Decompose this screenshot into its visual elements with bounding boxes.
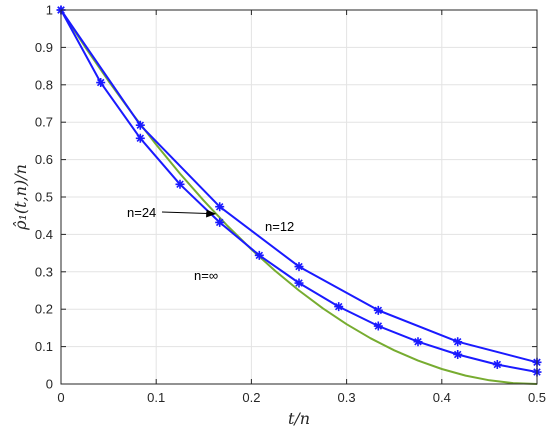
data-point-n-12 <box>373 305 383 315</box>
data-point-n-24 <box>413 337 423 347</box>
x-tick-label: 0.2 <box>242 390 260 405</box>
x-tick-label: 0.5 <box>528 390 546 405</box>
y-tick-label: 1 <box>46 3 53 18</box>
x-tick-label: 0 <box>57 390 64 405</box>
annotation-arrow <box>161 209 217 218</box>
annotation-n24: n=24 <box>127 205 156 220</box>
y-tick-label: 0.4 <box>35 227 53 242</box>
data-point-n-12 <box>135 120 145 130</box>
x-tick-label: 0.3 <box>338 390 356 405</box>
x-tick-label: 0.4 <box>433 390 451 405</box>
data-point-n-12 <box>294 262 304 272</box>
y-tick-label: 0.6 <box>35 152 53 167</box>
data-point-n-24 <box>96 78 106 88</box>
data-point-n-24 <box>373 321 383 331</box>
data-point-n-12 <box>453 337 463 347</box>
y-tick-label: 0.9 <box>35 40 53 55</box>
ticks: 0 0.1 0.2 0.3 0.4 0.5 0 0.1 0.2 0.3 0.4 0.5 0.6 0.7 0.… <box>35 3 546 406</box>
y-tick-label: 0.7 <box>35 115 53 130</box>
y-tick-label: 0.5 <box>35 190 53 205</box>
data-point-n-24 <box>254 250 264 260</box>
y-tick-label: 0.3 <box>35 264 53 279</box>
grid <box>60 9 538 385</box>
y-tick-label: 0.2 <box>35 302 53 317</box>
annotation-ninf: n=∞ <box>194 268 218 283</box>
series-line-n-24 <box>60 9 538 373</box>
data-point-n-24 <box>334 302 344 312</box>
y-tick-label: 0 <box>46 377 53 392</box>
y-tick-label: 0.8 <box>35 77 53 92</box>
x-axis-label: t/n <box>288 409 310 428</box>
series-layer <box>56 5 542 385</box>
data-point-n-12 <box>215 202 225 212</box>
data-point-n-24 <box>294 278 304 288</box>
data-point-n-24 <box>215 217 225 227</box>
x-tick-label: 0.1 <box>147 390 165 405</box>
data-point-n-24 <box>175 179 185 189</box>
y-tick-label: 0.1 <box>35 339 53 354</box>
annotation-n12: n=12 <box>265 219 294 234</box>
data-point-n-24 <box>135 133 145 143</box>
data-point-n-24 <box>492 360 502 370</box>
y-axis-label: ρ̂₁(t,n)/n <box>11 164 30 231</box>
data-point-n-24 <box>453 349 463 359</box>
